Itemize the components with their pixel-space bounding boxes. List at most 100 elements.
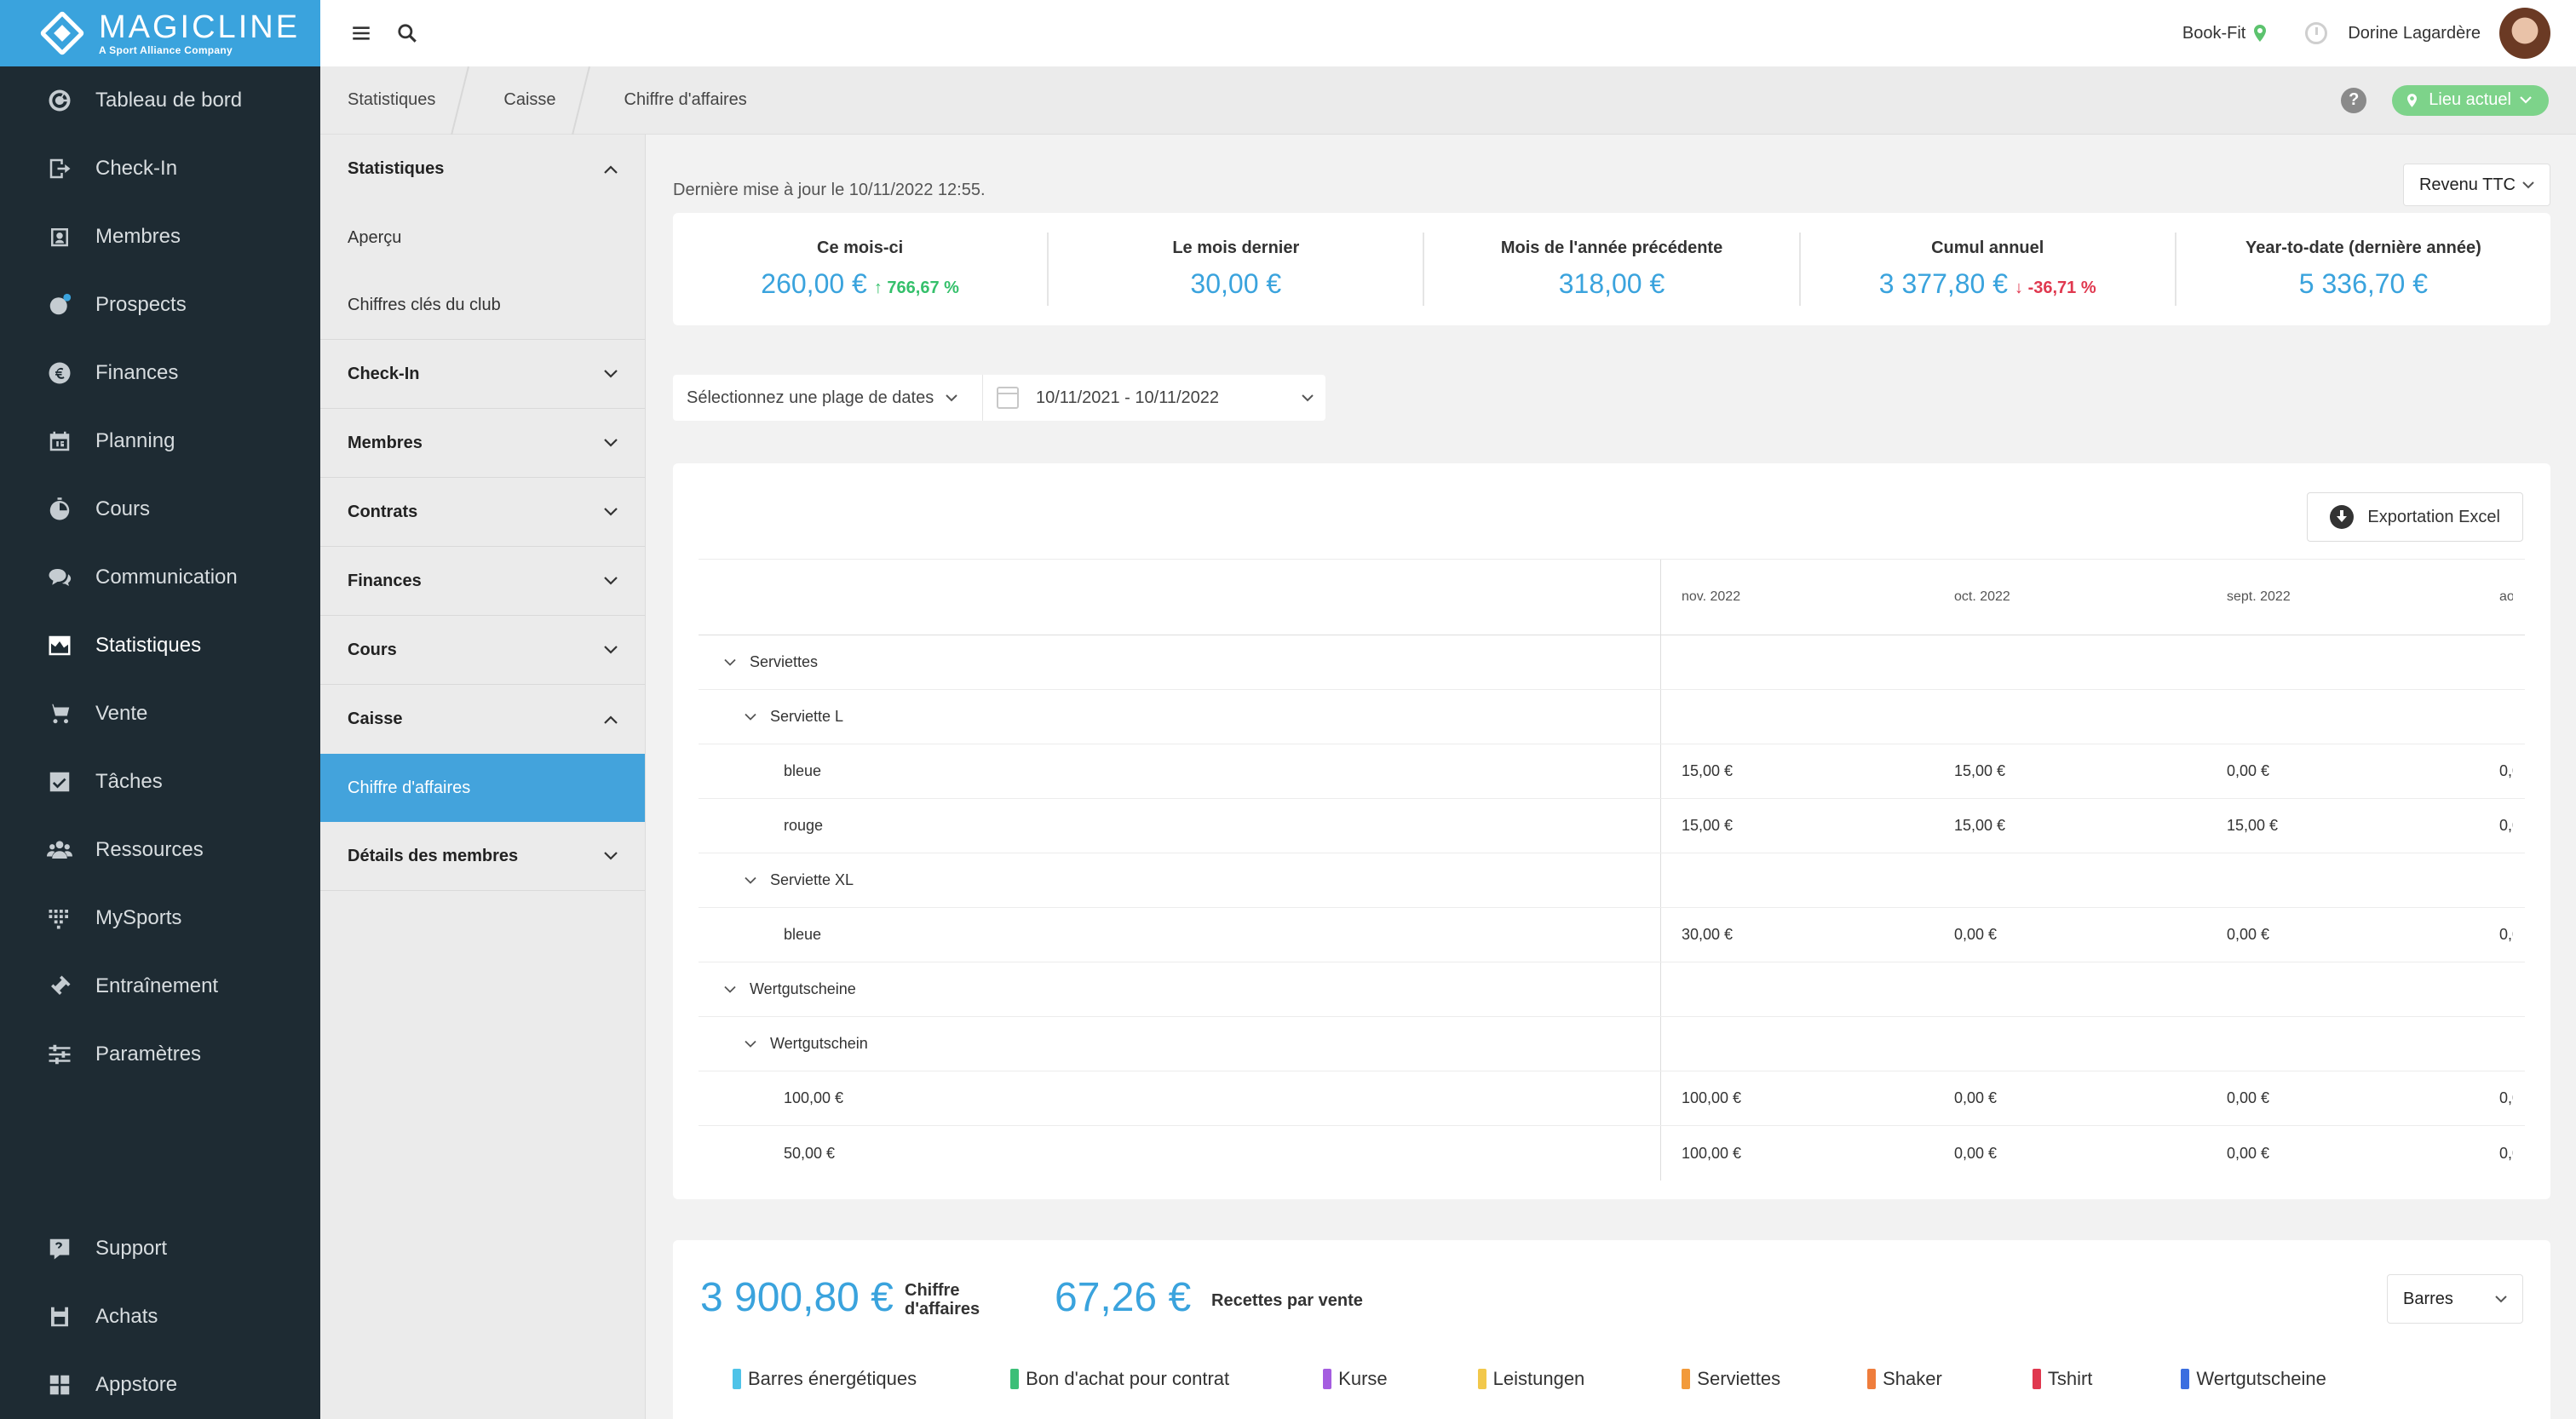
column-header[interactable]: oct. 2022	[1954, 589, 2010, 604]
sidebar-item-achats[interactable]: Achats	[0, 1283, 320, 1351]
legend-item[interactable]: Tshirt	[2032, 1368, 2093, 1390]
subnav-group-details-membres[interactable]: Détails des membres	[320, 822, 645, 891]
subnav-item-chiffre-affaires[interactable]: Chiffre d'affaires	[320, 754, 645, 822]
sliders-icon	[46, 1041, 73, 1068]
table-row: 100,00 € 100,00 €0,00 €0,00 €0,00	[699, 1071, 2525, 1126]
legend-item[interactable]: Bon d'achat pour contrat	[1010, 1368, 1229, 1390]
chevron-down-icon	[724, 658, 736, 666]
trend-down-badge: ↓ -36,71 %	[2015, 279, 2096, 297]
chart-legend: Barres énergétiques Bon d'achat pour cont…	[733, 1368, 2326, 1390]
category-toggle[interactable]: Serviettes	[699, 635, 1661, 689]
chevron-down-icon	[1302, 394, 1314, 401]
table-row: Serviette L	[699, 690, 2525, 744]
user-name[interactable]: Dorine Lagardère	[2348, 23, 2481, 43]
sidebar-item-checkin[interactable]: Check-In	[0, 135, 320, 203]
sidebar-item-ressources[interactable]: Ressources	[0, 816, 320, 884]
subnav-item-apercu[interactable]: Aperçu	[348, 227, 402, 247]
table-row: 50,00 € 100,00 €0,00 €0,00 €0,00	[699, 1126, 2525, 1181]
clock-icon[interactable]	[2305, 22, 2328, 44]
sidebar-item-vente[interactable]: Vente	[0, 680, 320, 748]
sidebar-item-parametres[interactable]: Paramètres	[0, 1020, 320, 1089]
legend-label: Tshirt	[2047, 1368, 2093, 1389]
calendar-icon	[997, 387, 1019, 409]
calendar-icon	[46, 428, 73, 455]
mysports-icon	[46, 905, 73, 932]
sidebar-item-cours[interactable]: Cours	[0, 475, 320, 543]
legend-swatch	[1323, 1369, 1332, 1389]
subnav-item-chiffres-cles[interactable]: Chiffres clés du club	[320, 272, 645, 340]
category-toggle[interactable]: Wertgutschein	[699, 1017, 1661, 1071]
sidebar-item-planning[interactable]: Planning	[0, 407, 320, 475]
category-toggle[interactable]: Serviette L	[699, 690, 1661, 744]
breadcrumb-item-caisse[interactable]: Caisse	[503, 90, 556, 109]
chart-type-select[interactable]: Barres	[2387, 1274, 2523, 1324]
stopwatch-icon	[46, 496, 73, 523]
chevron-down-icon	[2495, 1295, 2507, 1302]
sidebar-item-communication[interactable]: Communication	[0, 543, 320, 612]
subnav-group-membres[interactable]: Membres	[320, 409, 645, 478]
sidebar-item-label: MySports	[95, 906, 182, 929]
dumbbell-icon	[46, 973, 73, 1000]
category-toggle[interactable]: Serviette XL	[699, 853, 1661, 907]
sidebar-item-taches[interactable]: Tâches	[0, 748, 320, 816]
chevron-down-icon	[946, 394, 957, 401]
subnav-group-contrats[interactable]: Contrats	[320, 478, 645, 547]
euro-icon	[46, 359, 73, 387]
date-range-filter: Sélectionnez une plage de dates 10/11/20…	[673, 375, 1325, 421]
sidebar-item-membres[interactable]: Membres	[0, 203, 320, 271]
legend-item[interactable]: Wertgutscheine	[2181, 1368, 2326, 1390]
subnav-group-finances[interactable]: Finances	[320, 547, 645, 616]
sidebar-item-support[interactable]: Support	[0, 1215, 320, 1283]
legend-swatch	[1867, 1369, 1877, 1389]
store-icon	[46, 1303, 73, 1330]
subnav-group-statistiques[interactable]: Statistiques	[320, 135, 645, 204]
sidebar-item-label: Paramètres	[95, 1043, 202, 1066]
sidebar-item-entrainement[interactable]: Entraînement	[0, 952, 320, 1020]
club-selector[interactable]: Book-Fit	[2182, 23, 2267, 43]
help-icon[interactable]: ?	[2341, 87, 2367, 113]
avatar[interactable]	[2499, 8, 2550, 59]
chevron-down-icon	[745, 876, 756, 884]
sidebar-item-label: Cours	[95, 497, 151, 520]
legend-label: Wertgutscheine	[2196, 1368, 2326, 1389]
table-header: nov. 2022 oct. 2022 sept. 2022 août	[699, 559, 2525, 635]
sidebar-item-prospects[interactable]: Prospects	[0, 271, 320, 339]
sidebar-item-mysports[interactable]: MySports	[0, 884, 320, 952]
current-location-label: Lieu actuel	[2429, 90, 2511, 109]
table-row: Serviettes	[699, 635, 2525, 690]
search-icon[interactable]	[390, 16, 424, 50]
chevron-down-icon	[724, 985, 736, 993]
column-header[interactable]: août	[2499, 589, 2513, 604]
date-range-input[interactable]: 10/11/2021 - 10/11/2022	[983, 387, 1325, 409]
sidebar-item-appstore[interactable]: Appstore	[0, 1351, 320, 1419]
chevron-down-icon	[604, 370, 618, 378]
column-header[interactable]: nov. 2022	[1682, 589, 1741, 604]
chevron-down-icon	[604, 577, 618, 585]
subnav-group-caisse[interactable]: Caisse	[320, 685, 645, 754]
breadcrumb-item-statistiques[interactable]: Statistiques	[348, 90, 436, 109]
legend-item[interactable]: Leistungen	[1477, 1368, 1584, 1390]
legend-item[interactable]: Shaker	[1867, 1368, 1942, 1390]
category-toggle[interactable]: Wertgutscheine	[699, 962, 1661, 1016]
brand-header[interactable]: MAGICLINE A Sport Alliance Company	[0, 0, 320, 66]
hamburger-menu-icon[interactable]	[344, 16, 378, 50]
sidebar-item-statistiques[interactable]: Statistiques	[0, 612, 320, 680]
subnav-group-cours[interactable]: Cours	[320, 616, 645, 685]
revenue-type-select[interactable]: Revenu TTC	[2402, 164, 2550, 206]
legend-swatch	[1682, 1369, 1691, 1389]
club-name: Book-Fit	[2182, 23, 2246, 43]
statistics-subnav: Statistiques Aperçu Chiffres clés du clu…	[320, 135, 646, 1419]
column-header[interactable]: sept. 2022	[2227, 589, 2291, 604]
legend-item[interactable]: Kurse	[1323, 1368, 1388, 1390]
sidebar-item-dashboard[interactable]: Tableau de bord	[0, 66, 320, 135]
excel-export-button[interactable]: Exportation Excel	[2307, 492, 2523, 542]
legend-item[interactable]: Serviettes	[1682, 1368, 1780, 1390]
date-range-type-select[interactable]: Sélectionnez une plage de dates	[673, 375, 983, 421]
sidebar-item-finances[interactable]: Finances	[0, 339, 320, 407]
chevron-up-icon	[604, 715, 618, 724]
kpi-this-month: Ce mois-ci 260,00 € ↑ 766,67 %	[673, 233, 1049, 306]
legend-item[interactable]: Barres énergétiques	[733, 1368, 917, 1390]
revenue-per-sale-caption: Recettes par vente	[1211, 1291, 1363, 1310]
subnav-group-checkin[interactable]: Check-In	[320, 340, 645, 409]
current-location-button[interactable]: Lieu actuel	[2392, 84, 2549, 116]
